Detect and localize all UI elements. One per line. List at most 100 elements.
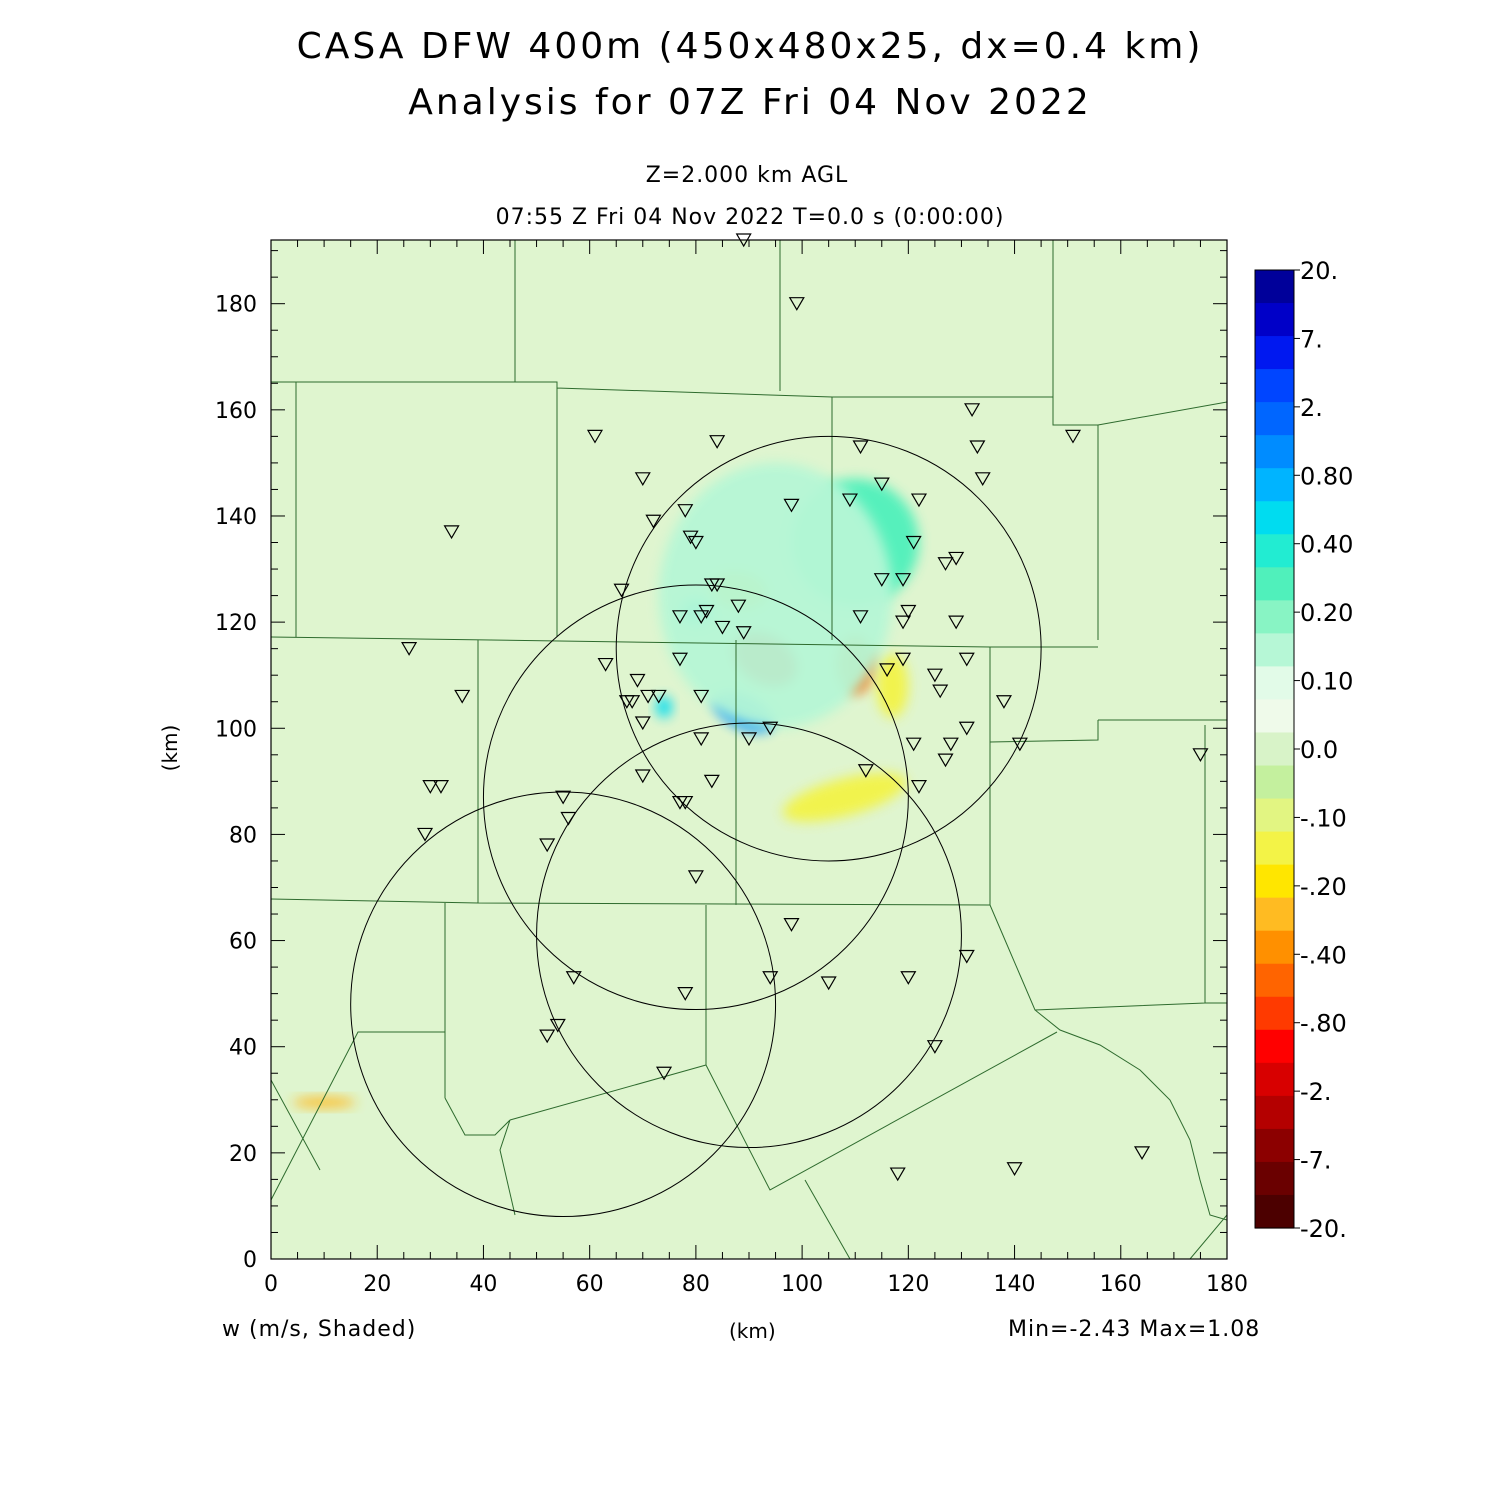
station-marker	[682, 530, 699, 545]
colorbar-swatch	[1255, 930, 1294, 965]
station-marker	[634, 769, 651, 784]
x-tick-label: 140	[994, 1272, 1036, 1297]
colorbar-swatch	[1255, 633, 1294, 668]
station-marker	[634, 716, 651, 731]
x-tick-label: 0	[264, 1272, 278, 1297]
colorbar-label: -.80	[1300, 1010, 1347, 1038]
station-marker	[671, 652, 689, 667]
station-marker	[857, 764, 874, 778]
station-marker	[762, 971, 779, 985]
station-marker	[655, 1066, 673, 1081]
station-marker	[894, 652, 912, 667]
station-marker	[926, 668, 943, 683]
colorbar-label: -20.	[1300, 1215, 1347, 1243]
station-marker	[762, 721, 779, 736]
colorbar-label: 0.20	[1300, 599, 1353, 627]
colorbar-label: 0.0	[1300, 736, 1338, 764]
radar-range-ring	[482, 584, 909, 1011]
colorbar-swatch	[1255, 1128, 1294, 1163]
y-tick-label: 60	[229, 930, 257, 955]
station-marker	[740, 732, 758, 747]
station-marker	[703, 774, 720, 789]
colorbar-swatch	[1255, 468, 1294, 502]
y-axis-label: (km)	[158, 725, 182, 772]
y-tick-label: 100	[215, 717, 257, 742]
station-marker	[645, 514, 662, 529]
station-marker	[443, 525, 460, 540]
colorbar-swatch	[1255, 996, 1294, 1031]
station-marker	[624, 695, 641, 709]
station-marker	[629, 673, 646, 688]
field-feature	[292, 1097, 356, 1108]
station-marker	[634, 472, 651, 487]
station-marker	[910, 780, 928, 794]
colorbar-label: -.20	[1300, 873, 1347, 901]
level-label: Z=2.000 km AGL	[645, 163, 849, 188]
station-marker	[873, 573, 890, 587]
station-marker	[613, 583, 630, 598]
station-marker	[905, 535, 922, 550]
y-tick-label: 0	[243, 1248, 257, 1273]
colorbar-label: 7.	[1300, 325, 1323, 353]
station-marker	[432, 780, 450, 794]
station-marker	[454, 689, 471, 704]
colorbar-swatch	[1255, 402, 1294, 436]
field-feature	[658, 462, 893, 729]
field-feature	[782, 772, 907, 822]
station-marker	[539, 1029, 556, 1044]
station-marker	[1133, 1146, 1151, 1161]
colorbar-swatch	[1255, 1194, 1294, 1229]
station-marker	[687, 870, 704, 885]
station-marker	[894, 615, 912, 630]
colorbar-swatch	[1255, 534, 1294, 568]
y-tick-label: 160	[215, 399, 257, 424]
chart-title: CASA DFW 400m (450x480x25, dx=0.4 km)	[296, 26, 1204, 67]
station-marker	[905, 737, 922, 752]
colorbar-swatch	[1255, 600, 1294, 634]
x-tick-label: 80	[682, 1272, 710, 1297]
x-tick-label: 180	[1206, 1272, 1248, 1297]
station-marker	[586, 429, 604, 444]
station-marker	[788, 297, 805, 311]
station-marker	[974, 472, 991, 487]
plot-area	[271, 240, 1227, 1259]
radar-range-ring	[615, 435, 1042, 862]
colorbar-label: 0.40	[1300, 531, 1353, 559]
station-marker	[735, 626, 752, 640]
station-marker	[401, 642, 418, 656]
x-tick-label: 40	[469, 1272, 497, 1297]
station-marker	[565, 971, 582, 985]
colorbar-label: 2.	[1300, 394, 1323, 422]
station-marker	[937, 557, 954, 571]
station-marker	[416, 827, 434, 842]
x-tick-label: 60	[576, 1272, 604, 1297]
station-marker	[894, 573, 912, 587]
field-feature	[876, 653, 909, 718]
station-marker	[937, 753, 954, 768]
colorbar-swatch	[1255, 765, 1294, 800]
colorbar-swatch	[1255, 567, 1294, 601]
chart-subtitle: Analysis for 07Z Fri 04 Nov 2022	[408, 82, 1092, 123]
colorbar-swatch	[1255, 336, 1294, 370]
x-axis-label: (km)	[729, 1319, 776, 1343]
station-marker	[693, 732, 710, 747]
station-marker	[422, 780, 439, 794]
colorbar-swatch	[1255, 897, 1294, 932]
station-marker	[560, 811, 577, 826]
colorbar-swatch	[1255, 501, 1294, 535]
station-marker	[900, 604, 917, 619]
station-marker	[671, 795, 689, 810]
y-tick-label: 40	[229, 1036, 257, 1061]
colorbar-swatch	[1255, 1029, 1294, 1064]
station-marker	[841, 493, 858, 508]
station-marker	[958, 721, 975, 736]
field-label: w (m/s, Shaded)	[222, 1317, 417, 1342]
station-marker	[964, 403, 981, 418]
colorbar-swatch	[1255, 1161, 1294, 1196]
colorbar-swatch	[1255, 435, 1294, 469]
colorbar-swatch	[1255, 1062, 1294, 1097]
colorbar-label: 0.80	[1300, 462, 1353, 490]
station-marker	[714, 620, 731, 635]
station-marker	[539, 838, 556, 853]
